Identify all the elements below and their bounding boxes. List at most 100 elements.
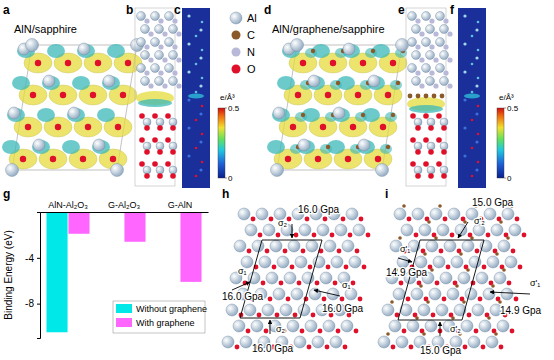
atom-al	[299, 224, 311, 236]
atom-c	[432, 94, 437, 99]
atom-c	[422, 332, 426, 336]
atom-o	[35, 60, 41, 66]
atom-al	[505, 256, 517, 268]
atom-n	[158, 70, 163, 75]
atom-al	[305, 320, 317, 332]
atom-o	[436, 161, 442, 167]
y-axis-line	[37, 213, 41, 339]
density-peak	[195, 63, 198, 66]
atom-o	[286, 297, 291, 302]
atom-o	[441, 125, 447, 131]
atom-o	[152, 137, 158, 143]
atom-al	[394, 208, 406, 220]
atom-al	[151, 12, 160, 21]
colorbar-title: e/Å³	[220, 93, 235, 102]
atom-al	[491, 224, 503, 236]
atom-al	[277, 256, 289, 268]
panel-label: c	[174, 3, 181, 17]
atom-o	[410, 113, 416, 119]
atom-n	[158, 18, 163, 23]
atom-o	[115, 124, 121, 130]
atom-n	[176, 83, 181, 88]
atom-al	[430, 208, 442, 220]
atom-al	[155, 51, 164, 60]
atom-al	[312, 336, 324, 348]
atom-al	[252, 240, 264, 252]
atom-al	[270, 240, 282, 252]
atom-al	[291, 288, 303, 300]
colorbar-tick	[225, 108, 227, 109]
atom-n	[144, 70, 149, 75]
charge-depletion	[32, 140, 50, 154]
charge-depletion	[297, 140, 315, 154]
atom-o	[481, 345, 486, 350]
atom-n	[443, 18, 448, 23]
atom-al	[226, 304, 238, 316]
stress-arrow	[270, 320, 271, 334]
atom-al	[273, 107, 285, 119]
atom-o	[139, 137, 145, 143]
charge-depletion	[107, 44, 125, 58]
atom-o	[170, 149, 176, 155]
atom-al	[156, 166, 164, 174]
atom-o	[463, 345, 468, 350]
atom-o	[343, 345, 348, 350]
atom-o	[318, 329, 323, 334]
bar-chart: -8-4AlN-Al₂O₃G-Al₂O₃G-AlNBinding Energy …	[3, 200, 209, 339]
atom-c	[423, 252, 427, 256]
atom-al	[165, 38, 174, 47]
atom-o	[232, 65, 241, 74]
atom-c	[391, 113, 395, 117]
atom-al	[137, 38, 146, 47]
atom-o	[345, 156, 351, 162]
atom-o	[341, 217, 346, 222]
atom-c	[462, 300, 466, 304]
atom-o	[351, 281, 356, 286]
atom-c	[455, 284, 459, 288]
colorbar: e/Å³0.50	[218, 93, 240, 183]
atom-o	[247, 249, 252, 254]
atom-o	[165, 113, 171, 119]
stress-symbol: σ₂	[278, 218, 288, 228]
density-peak	[471, 119, 474, 122]
atom-al	[427, 142, 435, 150]
atom-o	[305, 217, 310, 222]
atom-o	[80, 156, 86, 162]
x-tick: G-AlN	[168, 200, 193, 212]
atom-o	[443, 217, 448, 222]
atom-o	[428, 173, 434, 179]
atom-al	[169, 166, 177, 174]
atom-al	[294, 336, 306, 348]
charge-depletion	[409, 105, 443, 113]
density-peak	[195, 119, 198, 122]
atom-o	[507, 281, 512, 286]
x-axis: AlN-Al₂O₃G-Al₂O₃G-AlN	[41, 200, 209, 213]
atom-c	[463, 220, 467, 224]
atom-n	[429, 70, 434, 75]
atom-al	[440, 118, 448, 126]
atom-al	[454, 304, 466, 316]
atom-al	[93, 139, 105, 151]
panel-label: e	[398, 3, 405, 17]
atom-al	[465, 288, 477, 300]
stress-symbol: σ₂	[276, 324, 286, 334]
atom-o	[125, 60, 131, 66]
stress-arrow	[458, 222, 468, 238]
atom-o	[515, 217, 520, 222]
atom-al	[266, 272, 278, 284]
atom-c	[487, 316, 491, 320]
atom-o	[441, 173, 447, 179]
atom-o	[375, 156, 381, 162]
atom-o	[323, 217, 328, 222]
atom-al	[230, 12, 242, 24]
atom-al	[141, 77, 150, 86]
density-background	[458, 8, 486, 188]
lattice	[222, 208, 370, 349]
atom-o	[354, 329, 359, 334]
atom-al	[295, 256, 307, 268]
atom-c	[427, 220, 431, 224]
atom-o	[431, 313, 436, 318]
x-tick-label: G-AlN	[168, 200, 193, 210]
atom-al	[26, 39, 39, 52]
atom-al	[436, 12, 445, 21]
